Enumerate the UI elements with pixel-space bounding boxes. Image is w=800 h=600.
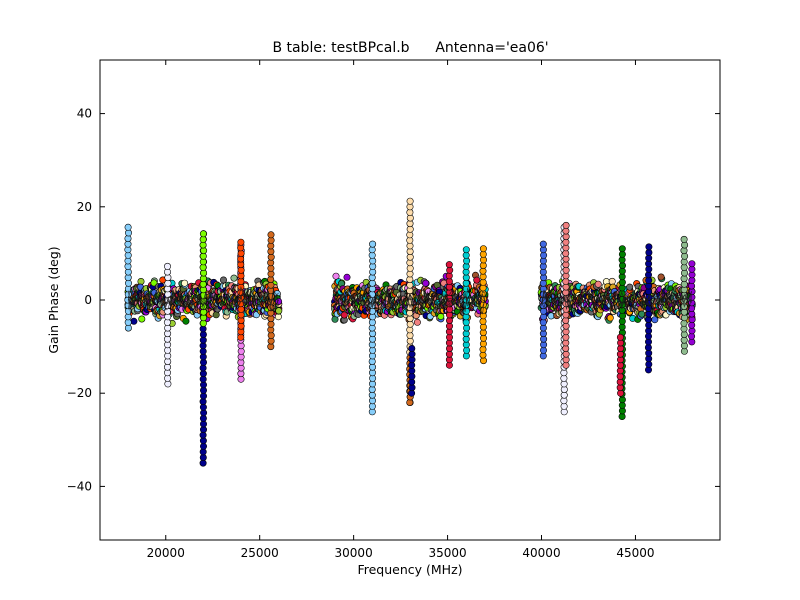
data-point — [445, 261, 453, 269]
data-point — [422, 279, 430, 287]
data-point — [594, 280, 602, 288]
chart-subtitle: Antenna='ea06' — [435, 40, 548, 56]
trace-line — [334, 285, 486, 313]
data-point — [199, 230, 207, 238]
x-tick-label: 40000 — [522, 546, 560, 560]
data-point — [680, 235, 688, 243]
y-axis-label: Gain Phase (deg) — [46, 246, 61, 353]
data-point — [212, 311, 220, 319]
data-point — [130, 317, 138, 325]
data-point — [275, 307, 283, 315]
data-point — [406, 197, 414, 205]
data-point — [479, 245, 487, 253]
x-tick-label: 25000 — [241, 546, 279, 560]
data-point — [343, 273, 351, 281]
data-point — [539, 240, 547, 248]
data-point — [340, 311, 348, 319]
data-point — [275, 297, 283, 305]
data-point — [220, 276, 228, 284]
y-tick-label: 40 — [77, 107, 92, 121]
data-point — [645, 243, 653, 251]
trace-line — [541, 286, 693, 313]
trace-line — [127, 288, 279, 311]
x-tick-label: 20000 — [147, 546, 185, 560]
data-point — [618, 245, 626, 253]
data-point — [413, 318, 421, 326]
x-tick-label: 35000 — [428, 546, 466, 560]
data-point — [688, 260, 696, 268]
data-point — [626, 283, 634, 291]
trace-line — [334, 287, 486, 314]
y-tick-label: 20 — [77, 200, 92, 214]
y-tick-label: 0 — [84, 293, 92, 307]
y-tick-label: −20 — [67, 386, 92, 400]
chart-title: B table: testBPcal.b — [272, 40, 409, 56]
y-axis: 40 20 0 −20 −40 — [67, 107, 720, 493]
data-point — [473, 276, 481, 284]
data-point — [230, 274, 238, 282]
trace-line — [541, 288, 693, 313]
trace-lines — [127, 284, 693, 315]
trace-line — [541, 287, 693, 314]
x-axis-label: Frequency (MHz) — [357, 562, 462, 577]
data-point — [606, 314, 614, 322]
data-point — [124, 223, 132, 231]
x-axis: 20000 25000 30000 35000 40000 45000 — [147, 60, 655, 560]
trace-line — [541, 288, 693, 312]
plot-area — [124, 197, 696, 467]
trace-line — [334, 291, 486, 315]
data-point — [638, 310, 646, 318]
data-point — [164, 262, 172, 270]
data-point — [462, 246, 470, 254]
data-point — [267, 231, 275, 239]
x-tick-label: 30000 — [335, 546, 373, 560]
data-point — [408, 344, 416, 352]
data-points — [124, 197, 696, 467]
data-point — [562, 221, 570, 229]
data-point — [369, 240, 377, 248]
data-point — [237, 238, 245, 246]
data-point — [657, 273, 665, 281]
data-point — [150, 279, 158, 287]
data-point — [182, 317, 190, 325]
x-tick-label: 45000 — [616, 546, 654, 560]
data-point — [181, 279, 189, 287]
y-tick-label: −40 — [67, 479, 92, 493]
data-point — [608, 277, 616, 285]
trace-line — [127, 285, 279, 315]
data-point — [616, 333, 624, 341]
data-point — [138, 315, 146, 323]
